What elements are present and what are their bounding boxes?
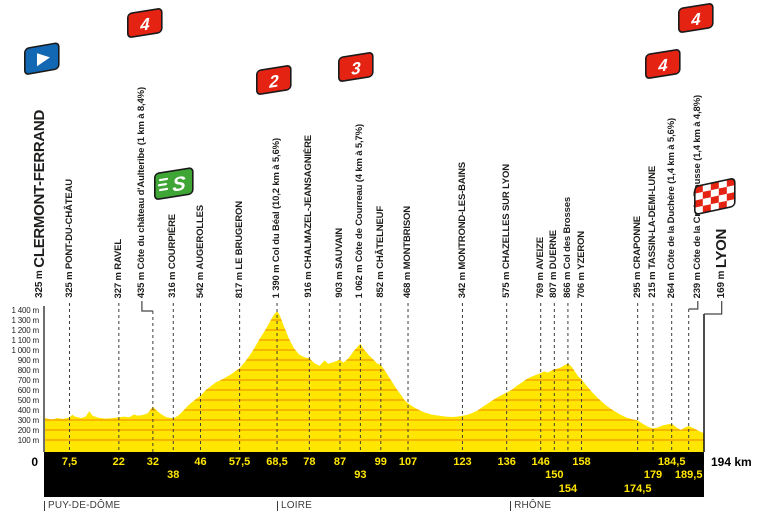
- svg-text:2: 2: [268, 71, 279, 92]
- category-2-flag: 2: [255, 63, 293, 102]
- y-axis-label: 1 200 m: [11, 325, 39, 335]
- km-tick-label: 68,5: [266, 455, 288, 468]
- category-4-flag: 4: [677, 1, 715, 40]
- km-tick-label: 146: [531, 455, 550, 468]
- km-tick-label: 158: [572, 455, 591, 468]
- km-tick-label: 46: [194, 455, 207, 468]
- y-axis-label: 400 m: [17, 405, 39, 415]
- waypoint-label: 916 m CHALMAZEL-JEANSAGNIÈRE: [303, 135, 315, 298]
- category-4-flag: 4: [126, 6, 164, 45]
- distance-bar: [44, 452, 704, 497]
- svg-text:4: 4: [657, 55, 668, 76]
- waypoint-label: 468 m MONTBRISON: [402, 205, 413, 298]
- waypoint-label: 1 390 m Col du Béal (10,2 km à 5,6%): [271, 137, 282, 298]
- km-tick-label: 57,5: [228, 455, 251, 468]
- waypoint-label: 215 m TASSIN-LA-DEMI-LUNE: [647, 166, 658, 298]
- y-axis-label: 800 m: [17, 365, 39, 375]
- km-tick-label: 99: [374, 455, 387, 468]
- start-km-label: 0: [31, 455, 38, 469]
- waypoint-label: 316 m COURPIÈRE: [167, 214, 179, 298]
- km-tick-label: 136: [497, 455, 516, 468]
- km-tick-label: 174,5: [623, 482, 652, 495]
- waypoint-label: 325 m CLERMONT-FERRAND: [31, 110, 48, 298]
- sprint-flag: S: [152, 164, 196, 207]
- y-axis-label: 1 000 m: [11, 345, 39, 355]
- waypoint-label: 169 m LYON: [712, 228, 730, 298]
- km-tick-label: 93: [354, 469, 367, 481]
- y-axis-label: 1 100 m: [11, 335, 39, 345]
- category-4-flag: 4: [644, 47, 682, 86]
- department-label: LOIRE: [277, 501, 312, 511]
- label-elbow-connector: [704, 301, 723, 315]
- waypoint-label: 903 m SAUVAIN: [334, 228, 345, 298]
- km-tick-label: 150: [545, 469, 564, 481]
- km-tick-label: 22: [112, 455, 125, 468]
- y-axis-label: 600 m: [17, 385, 39, 395]
- km-tick-label: 38: [167, 469, 180, 481]
- start-flag: [22, 40, 62, 81]
- y-axis-label: 1 400 m: [11, 305, 39, 315]
- y-axis-label: 200 m: [17, 425, 39, 435]
- total-distance-label: 194 km: [711, 455, 752, 469]
- waypoint-label: 866 m Col des Brosses: [561, 197, 573, 298]
- category-3-flag: 3: [337, 50, 375, 89]
- label-elbow-connector: [141, 301, 153, 312]
- waypoint-label: 706 m YZERON: [575, 230, 587, 298]
- km-tick-label: 189,5: [674, 469, 703, 481]
- waypoint-label: 852 m CHÂTELNEUF: [374, 206, 386, 298]
- terrain-area: [44, 311, 704, 452]
- km-tick-label: 179: [643, 469, 663, 481]
- waypoint-label: 1 062 m Côte de Courreau (4 km à 5,7%): [354, 123, 366, 298]
- y-axis-label: 900 m: [17, 355, 39, 365]
- waypoint-label: 295 m CRAPONNE: [631, 216, 643, 298]
- department-label: PUY-DE-DÔME: [44, 501, 120, 511]
- waypoint-label: 342 m MONTROND-LES-BAINS: [456, 161, 468, 298]
- waypoint-label: 325 m PONT-DU-CHÂTEAU: [63, 179, 75, 298]
- y-axis-label: 1 300 m: [11, 315, 39, 325]
- km-tick-label: 32: [146, 455, 160, 468]
- km-tick-label: 123: [453, 455, 472, 468]
- waypoint-label: 542 m AUGEROLLES: [194, 204, 206, 298]
- km-tick-label: 107: [398, 455, 418, 468]
- waypoint-label: 327 m RAVEL: [112, 238, 124, 298]
- y-axis-label: 500 m: [17, 395, 39, 405]
- km-tick-label: 78: [303, 455, 316, 468]
- svg-text:S: S: [172, 172, 186, 196]
- km-tick-label: 184,5: [657, 455, 686, 468]
- y-axis-label: 300 m: [17, 415, 39, 425]
- svg-text:4: 4: [690, 9, 701, 30]
- svg-text:3: 3: [351, 58, 361, 78]
- y-axis-label: 100 m: [17, 435, 39, 445]
- finish-flag: [692, 175, 738, 224]
- label-elbow-connector: [688, 301, 699, 310]
- waypoint-label: 435 m Côte du château d'Aulteribe (1 km …: [135, 86, 147, 298]
- svg-text:4: 4: [139, 14, 150, 35]
- waypoint-label: 264 m Côte de la Duchère (1,4 km à 5,6%): [665, 117, 677, 298]
- waypoint-label: 575 m CHAZELLES SUR LYON: [500, 164, 512, 298]
- km-tick-label: 7,5: [61, 455, 78, 468]
- waypoint-label: 807 m DUERNE: [548, 230, 560, 298]
- waypoint-label: 817 m LE BRUGERON: [233, 200, 245, 298]
- waypoint-label: 769 m AVEIZE: [534, 236, 546, 298]
- department-label: RHÔNE: [510, 501, 551, 511]
- km-tick-label: 87: [333, 455, 347, 468]
- km-tick-label: 154: [558, 482, 578, 495]
- y-axis-label: 700 m: [17, 375, 39, 385]
